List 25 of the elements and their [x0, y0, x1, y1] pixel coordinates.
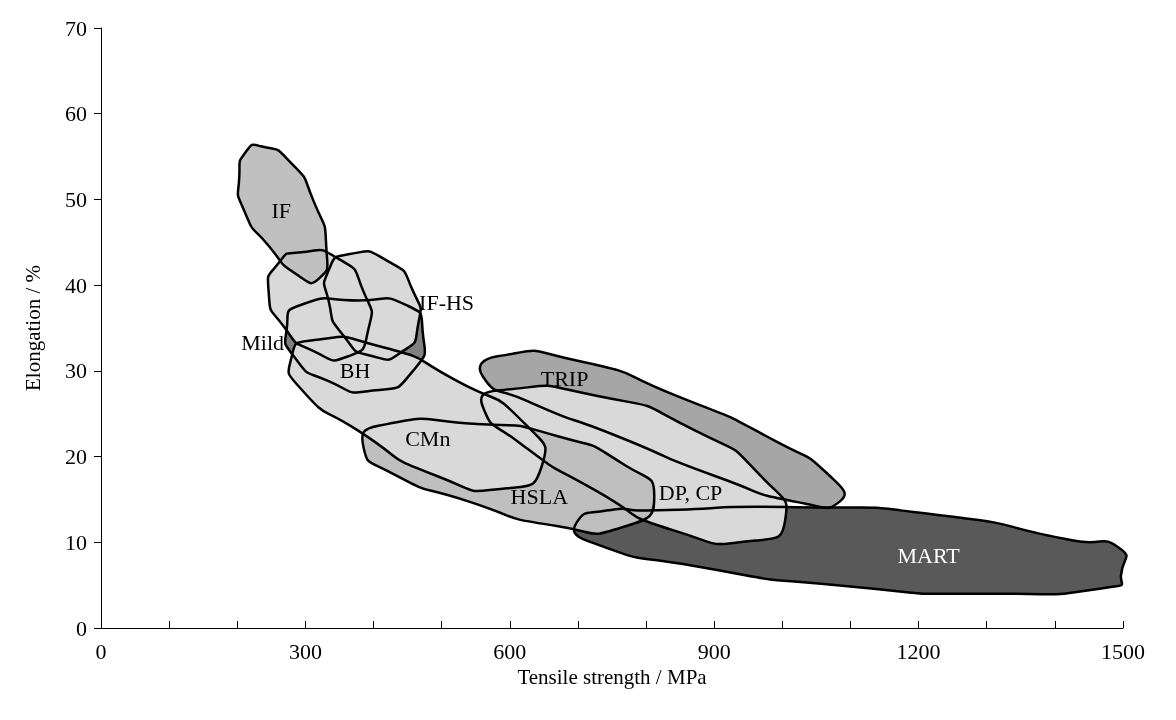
- x-tick-label: 0: [95, 638, 107, 664]
- x-tick-label: 300: [288, 638, 322, 664]
- y-tick-label: 20: [65, 444, 87, 470]
- y-tick-label: 60: [65, 101, 87, 127]
- series-label: BH: [339, 358, 371, 384]
- y-tick-label: 50: [65, 186, 87, 212]
- series-label: Mild: [241, 330, 285, 356]
- series-label: DP, CP: [658, 480, 723, 506]
- series-label: CMn: [405, 426, 451, 452]
- x-tick-label: 600: [493, 638, 527, 664]
- y-tick-label: 10: [65, 529, 87, 555]
- series-label: HSLA: [510, 483, 569, 509]
- x-tick-label: 900: [697, 638, 731, 664]
- y-tick-label: 70: [65, 15, 87, 41]
- series-label: IF-HS: [419, 289, 475, 315]
- y-tick-label: 0: [76, 615, 87, 641]
- y-tick-label: 40: [65, 272, 87, 298]
- x-tick-label: 1200: [896, 638, 941, 664]
- y-axis-title: Elongation / %: [20, 265, 45, 391]
- series-label: TRIP: [540, 365, 589, 391]
- x-tick-label: 1500: [1101, 638, 1145, 664]
- x-axis-title: Tensile strength / MPa: [517, 665, 708, 690]
- y-tick-label: 30: [65, 358, 87, 384]
- series-label: MART: [897, 542, 961, 568]
- series-label: IF: [271, 197, 292, 223]
